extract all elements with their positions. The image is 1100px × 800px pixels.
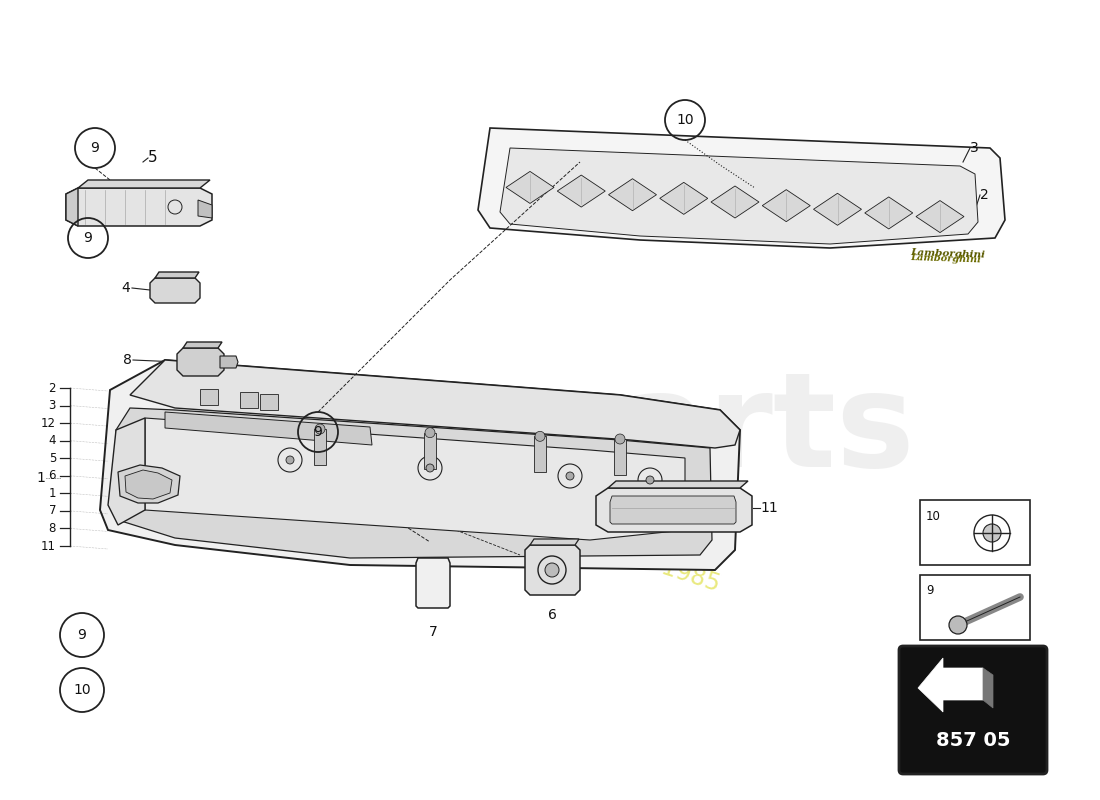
Text: 3: 3: [48, 399, 56, 412]
Polygon shape: [416, 558, 450, 608]
Polygon shape: [198, 200, 212, 218]
Polygon shape: [165, 412, 372, 445]
Circle shape: [426, 464, 434, 472]
Text: 10: 10: [74, 683, 91, 697]
Text: 7: 7: [48, 504, 56, 518]
Polygon shape: [66, 188, 212, 226]
Polygon shape: [983, 668, 993, 708]
Polygon shape: [525, 545, 580, 595]
Polygon shape: [118, 465, 180, 503]
Polygon shape: [506, 171, 554, 203]
Polygon shape: [314, 429, 326, 465]
Polygon shape: [108, 418, 145, 525]
Text: 6: 6: [48, 470, 56, 482]
Text: 9: 9: [78, 628, 87, 642]
Text: 1: 1: [36, 471, 45, 485]
Text: 10: 10: [926, 510, 940, 522]
Text: 12: 12: [41, 417, 56, 430]
Text: 11: 11: [41, 539, 56, 553]
Polygon shape: [66, 188, 78, 226]
Polygon shape: [660, 182, 707, 214]
Circle shape: [286, 456, 294, 464]
Text: 2: 2: [48, 382, 56, 394]
Text: Lamborghini: Lamborghini: [910, 248, 986, 260]
Polygon shape: [260, 394, 278, 410]
Polygon shape: [125, 470, 172, 499]
Polygon shape: [865, 197, 913, 229]
Polygon shape: [200, 389, 218, 405]
Polygon shape: [918, 658, 983, 712]
Text: a passion for parts since 1985: a passion for parts since 1985: [376, 463, 724, 597]
Polygon shape: [530, 539, 579, 545]
Text: europarts: europarts: [185, 366, 915, 494]
Text: 7: 7: [429, 625, 438, 639]
Text: 4: 4: [48, 434, 56, 447]
Polygon shape: [814, 194, 861, 226]
Circle shape: [949, 616, 967, 634]
Polygon shape: [183, 342, 222, 348]
Polygon shape: [130, 360, 740, 448]
Polygon shape: [500, 148, 978, 244]
Text: 8: 8: [123, 353, 132, 367]
Polygon shape: [478, 128, 1005, 248]
FancyBboxPatch shape: [920, 500, 1030, 565]
Circle shape: [646, 476, 654, 484]
Circle shape: [535, 431, 544, 442]
Polygon shape: [116, 408, 712, 558]
Polygon shape: [145, 418, 685, 540]
Polygon shape: [608, 178, 657, 210]
Text: 9: 9: [90, 141, 99, 155]
Text: 11: 11: [760, 501, 778, 515]
Polygon shape: [614, 439, 626, 475]
Circle shape: [615, 434, 625, 444]
Polygon shape: [155, 272, 199, 278]
Polygon shape: [711, 186, 759, 218]
Polygon shape: [424, 433, 436, 469]
Circle shape: [566, 472, 574, 480]
FancyBboxPatch shape: [899, 646, 1047, 774]
Polygon shape: [78, 180, 210, 188]
Polygon shape: [220, 356, 238, 368]
Polygon shape: [240, 392, 258, 408]
Text: 5: 5: [48, 452, 56, 465]
Text: 6: 6: [548, 608, 557, 622]
Circle shape: [544, 563, 559, 577]
Polygon shape: [916, 201, 964, 233]
Text: 10: 10: [676, 113, 694, 127]
Text: 9: 9: [314, 425, 322, 439]
Polygon shape: [608, 481, 748, 488]
Polygon shape: [100, 360, 740, 570]
FancyBboxPatch shape: [920, 575, 1030, 640]
Text: 5: 5: [148, 150, 157, 166]
Polygon shape: [534, 436, 546, 472]
Text: Lamborghini: Lamborghini: [910, 253, 981, 264]
Text: 9: 9: [84, 231, 92, 245]
Text: 8: 8: [48, 522, 56, 535]
Polygon shape: [596, 488, 752, 532]
Text: 1: 1: [48, 487, 56, 500]
Text: 9: 9: [926, 585, 934, 598]
Polygon shape: [558, 175, 605, 207]
Text: 4: 4: [121, 281, 130, 295]
Polygon shape: [762, 190, 811, 222]
Circle shape: [983, 524, 1001, 542]
Polygon shape: [610, 496, 736, 524]
Circle shape: [425, 428, 435, 438]
Polygon shape: [177, 348, 224, 376]
Text: 3: 3: [970, 141, 979, 155]
Text: 857 05: 857 05: [936, 730, 1010, 750]
Circle shape: [315, 424, 324, 434]
Text: 2: 2: [980, 188, 989, 202]
Polygon shape: [150, 278, 200, 303]
